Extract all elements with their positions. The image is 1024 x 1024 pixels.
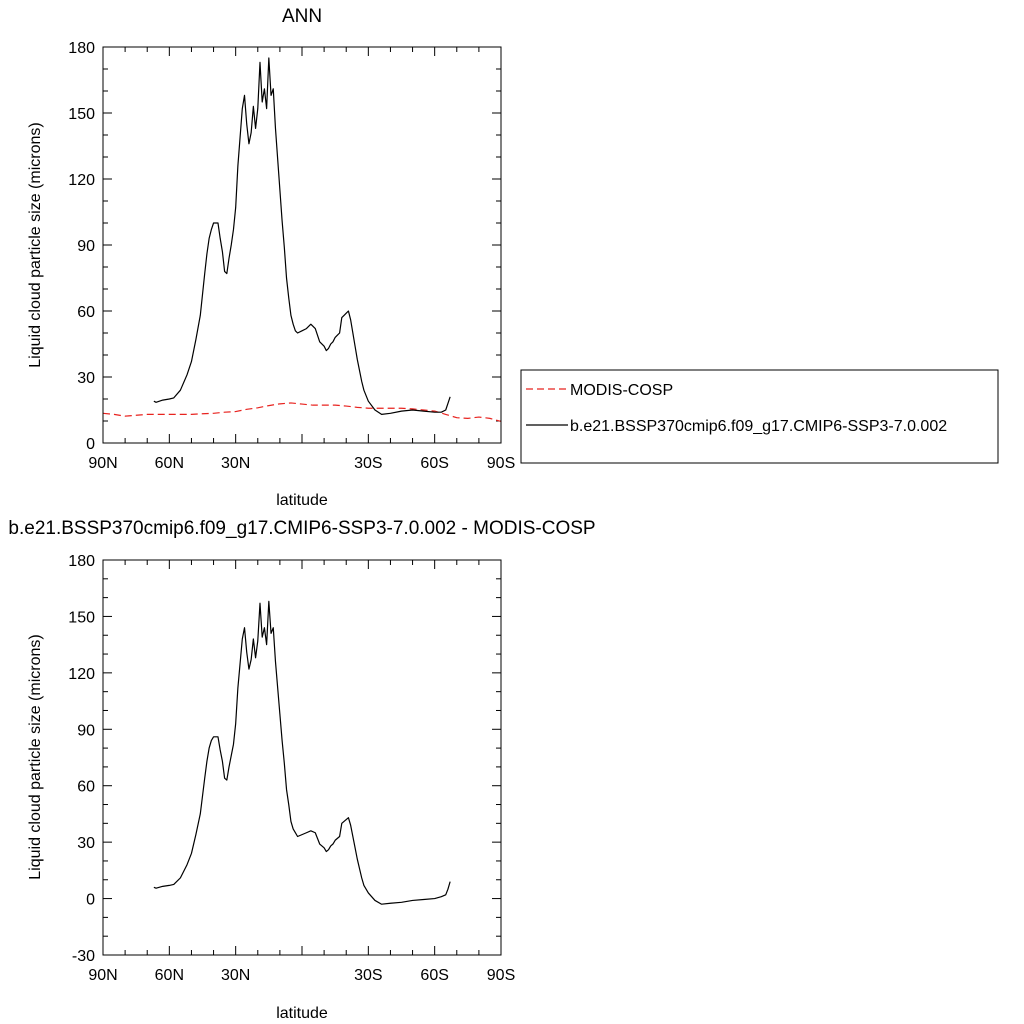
y-tick-label: 30 (77, 370, 95, 387)
y-tick-label: 120 (68, 666, 95, 683)
legend-label-modis: MODIS-COSP (570, 382, 673, 399)
top-series-layer (103, 57, 501, 423)
y-tick-label: 0 (86, 436, 95, 453)
x-tick-label: 60S (420, 967, 448, 984)
x-tick-label: 90N (88, 967, 117, 984)
y-tick-label: 60 (77, 779, 95, 796)
y-tick-label: 60 (77, 304, 95, 321)
bottom-plot-panel: b.e21.BSSP370cmip6.f09_g17.CMIP6-SSP3-7.… (8, 518, 595, 1022)
top-x-axis-label: latitude (276, 492, 328, 509)
y-tick-label: 180 (68, 40, 95, 57)
x-tick-label: 30N (221, 967, 250, 984)
series-line-model (153, 57, 451, 415)
top-plot-title: ANN (282, 6, 322, 27)
y-tick-label: -30 (72, 948, 95, 965)
x-tick-label: 30N (221, 455, 250, 472)
x-tick-label: 60N (155, 967, 184, 984)
bottom-y-axis: -30 0 30 60 90 120 150 180 (68, 553, 501, 965)
bottom-y-axis-label: Liquid cloud particle size (microns) (27, 634, 44, 879)
y-tick-label: 90 (77, 238, 95, 255)
series-line-modis (103, 402, 501, 423)
y-tick-label: 90 (77, 722, 95, 739)
top-y-axis: 0 30 60 90 120 150 180 (68, 40, 501, 453)
legend-box (520, 369, 999, 464)
bottom-plot-frame (102, 559, 502, 956)
y-tick-label: 150 (68, 106, 95, 123)
top-y-axis-label: Liquid cloud particle size (microns) (27, 122, 44, 367)
series-line-model (153, 600, 451, 905)
y-tick-label: 120 (68, 172, 95, 189)
bottom-x-axis-label: latitude (276, 1005, 328, 1022)
y-tick-label: 150 (68, 609, 95, 626)
x-tick-label: 90N (88, 455, 117, 472)
x-tick-label: 30S (354, 967, 382, 984)
bottom-x-axis: 90N 60N 30N 30S 60S 90S (88, 560, 515, 984)
top-x-axis: 90N 60N 30N 30S 60S 90S (88, 47, 515, 472)
bottom-plot-title: b.e21.BSSP370cmip6.f09_g17.CMIP6-SSP3-7.… (8, 518, 595, 539)
x-tick-label: 60S (420, 455, 448, 472)
x-tick-label: 60N (155, 455, 184, 472)
top-plot-frame (102, 46, 502, 444)
x-tick-label: 90S (487, 455, 515, 472)
legend: MODIS-COSP b.e21.BSSP370cmip6.f09_g17.CM… (520, 369, 999, 464)
x-tick-label: 90S (487, 967, 515, 984)
x-tick-label: 30S (354, 455, 382, 472)
y-tick-label: 0 (86, 892, 95, 909)
legend-label-model: b.e21.BSSP370cmip6.f09_g17.CMIP6-SSP3-7.… (570, 418, 947, 435)
y-tick-label: 30 (77, 835, 95, 852)
y-tick-label: 180 (68, 553, 95, 570)
bottom-series-layer (153, 600, 451, 905)
